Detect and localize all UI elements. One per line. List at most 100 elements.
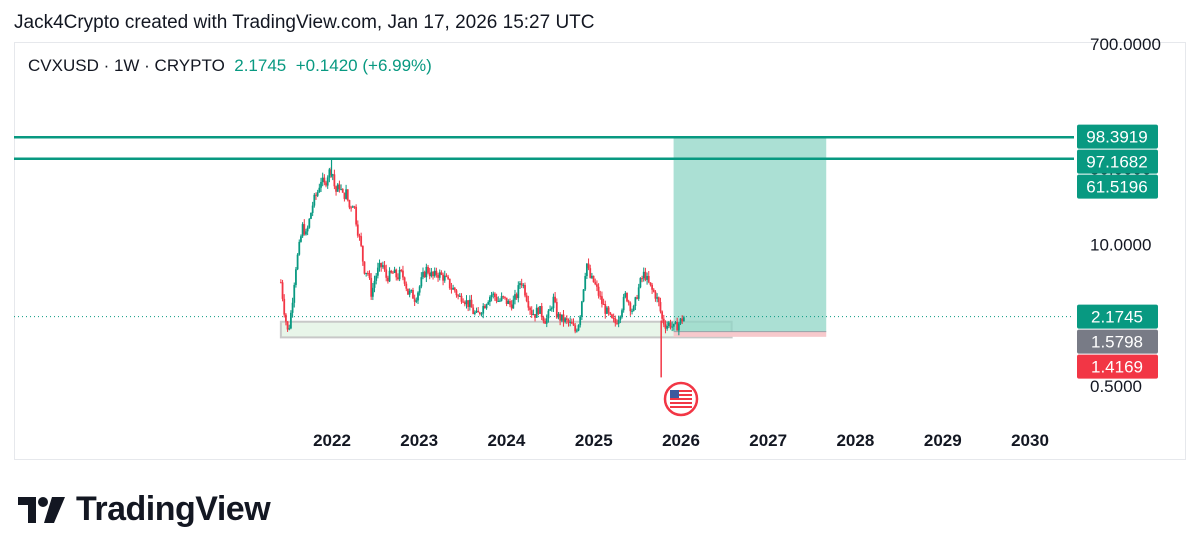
candle-body: [639, 278, 642, 288]
us-flag-stripe: [670, 390, 692, 392]
candle-body: [580, 301, 583, 317]
candle-body: [607, 307, 610, 313]
candle-body: [671, 326, 674, 328]
candle-body: [585, 263, 588, 277]
candle-body: [647, 275, 650, 283]
candle-body: [637, 287, 640, 299]
candle-body: [515, 294, 518, 299]
candle-body: [316, 192, 319, 196]
candle-body: [509, 300, 511, 305]
candle-body: [632, 305, 635, 311]
candle-body: [378, 262, 381, 268]
candle-body: [422, 271, 424, 278]
candle-body: [283, 298, 286, 315]
candle-body: [490, 294, 493, 298]
candle-body: [308, 218, 311, 228]
candle-body: [375, 275, 378, 281]
candle-body: [657, 297, 660, 303]
candle-body: [619, 316, 622, 321]
us-flag-icon: [663, 381, 699, 417]
candle-body: [279, 282, 282, 284]
candle-body: [574, 325, 577, 332]
candle-body: [534, 314, 536, 318]
candle-body: [395, 269, 398, 278]
candle-body: [477, 310, 480, 313]
candles-group: [279, 167, 685, 336]
candle-body: [569, 321, 572, 323]
candle-body: [460, 295, 463, 302]
position-stop-zone: [673, 331, 827, 337]
candle-body: [495, 297, 498, 302]
candle-body: [624, 292, 627, 297]
price-label-box: [1077, 329, 1158, 354]
candle-body: [366, 272, 369, 274]
candle-body: [504, 296, 506, 298]
candle-body: [552, 296, 555, 309]
candle-body: [468, 299, 471, 307]
x-tick-label: 2027: [749, 431, 787, 450]
candle-body: [672, 323, 675, 327]
candle-body: [485, 304, 488, 309]
candle-body: [453, 287, 456, 291]
x-tick-label: 2026: [662, 431, 700, 450]
candle-body: [629, 302, 632, 312]
candle-body: [616, 323, 618, 325]
chart-attribution: Jack4Crypto created with TradingView.com…: [14, 12, 595, 33]
last-price: 2.1745: [234, 56, 287, 75]
candle-body: [644, 271, 647, 280]
candle-body: [351, 206, 354, 208]
candle-body: [413, 298, 416, 302]
candle-body: [390, 270, 393, 273]
candle-body: [345, 189, 347, 199]
candle-body: [529, 307, 531, 311]
price-label-box: [1077, 124, 1158, 149]
candle-body: [669, 322, 672, 328]
candle-body: [412, 289, 414, 299]
candle-body: [478, 312, 481, 315]
candle-body: [499, 300, 501, 302]
candle-body: [457, 295, 460, 297]
candle-body: [611, 314, 613, 318]
candle-body: [532, 314, 535, 316]
candle-body: [288, 328, 291, 330]
candle-body: [510, 304, 513, 309]
candle-body: [335, 186, 337, 192]
candle-body: [361, 245, 364, 262]
candle-body: [311, 205, 314, 213]
candle-body: [343, 192, 346, 199]
candle-body: [519, 283, 521, 286]
x-tick-label: 2030: [1011, 431, 1049, 450]
candle-body: [565, 318, 568, 321]
candle-body: [544, 321, 546, 324]
candle-body: [681, 318, 684, 322]
candle-body: [310, 212, 312, 219]
candle-body: [592, 275, 595, 283]
candle-body: [545, 318, 548, 324]
candle-body: [425, 266, 428, 278]
candle-body: [370, 277, 373, 297]
candle-body: [602, 303, 605, 305]
candle-body: [500, 296, 503, 301]
candle-body: [539, 306, 541, 314]
candle-body: [549, 309, 551, 311]
candle-body: [589, 268, 592, 278]
candle-body: [590, 275, 593, 278]
candle-body: [293, 284, 296, 303]
y-tick-label: 700.0000: [1090, 35, 1161, 54]
candle-body: [676, 321, 679, 331]
y-tick-label: 10.0000: [1090, 236, 1151, 255]
candle-body: [430, 271, 433, 277]
candle-body: [388, 270, 391, 282]
candle-body: [443, 275, 446, 281]
candle-body: [281, 282, 284, 299]
candle-body: [336, 184, 339, 192]
candle-body: [596, 284, 598, 287]
candle-body: [321, 177, 324, 182]
us-flag-stripe: [670, 406, 692, 408]
candle-body: [604, 304, 607, 314]
candle-body: [376, 267, 379, 276]
candle-body: [507, 300, 510, 304]
candle-body: [427, 266, 429, 273]
candle-body: [677, 323, 680, 331]
